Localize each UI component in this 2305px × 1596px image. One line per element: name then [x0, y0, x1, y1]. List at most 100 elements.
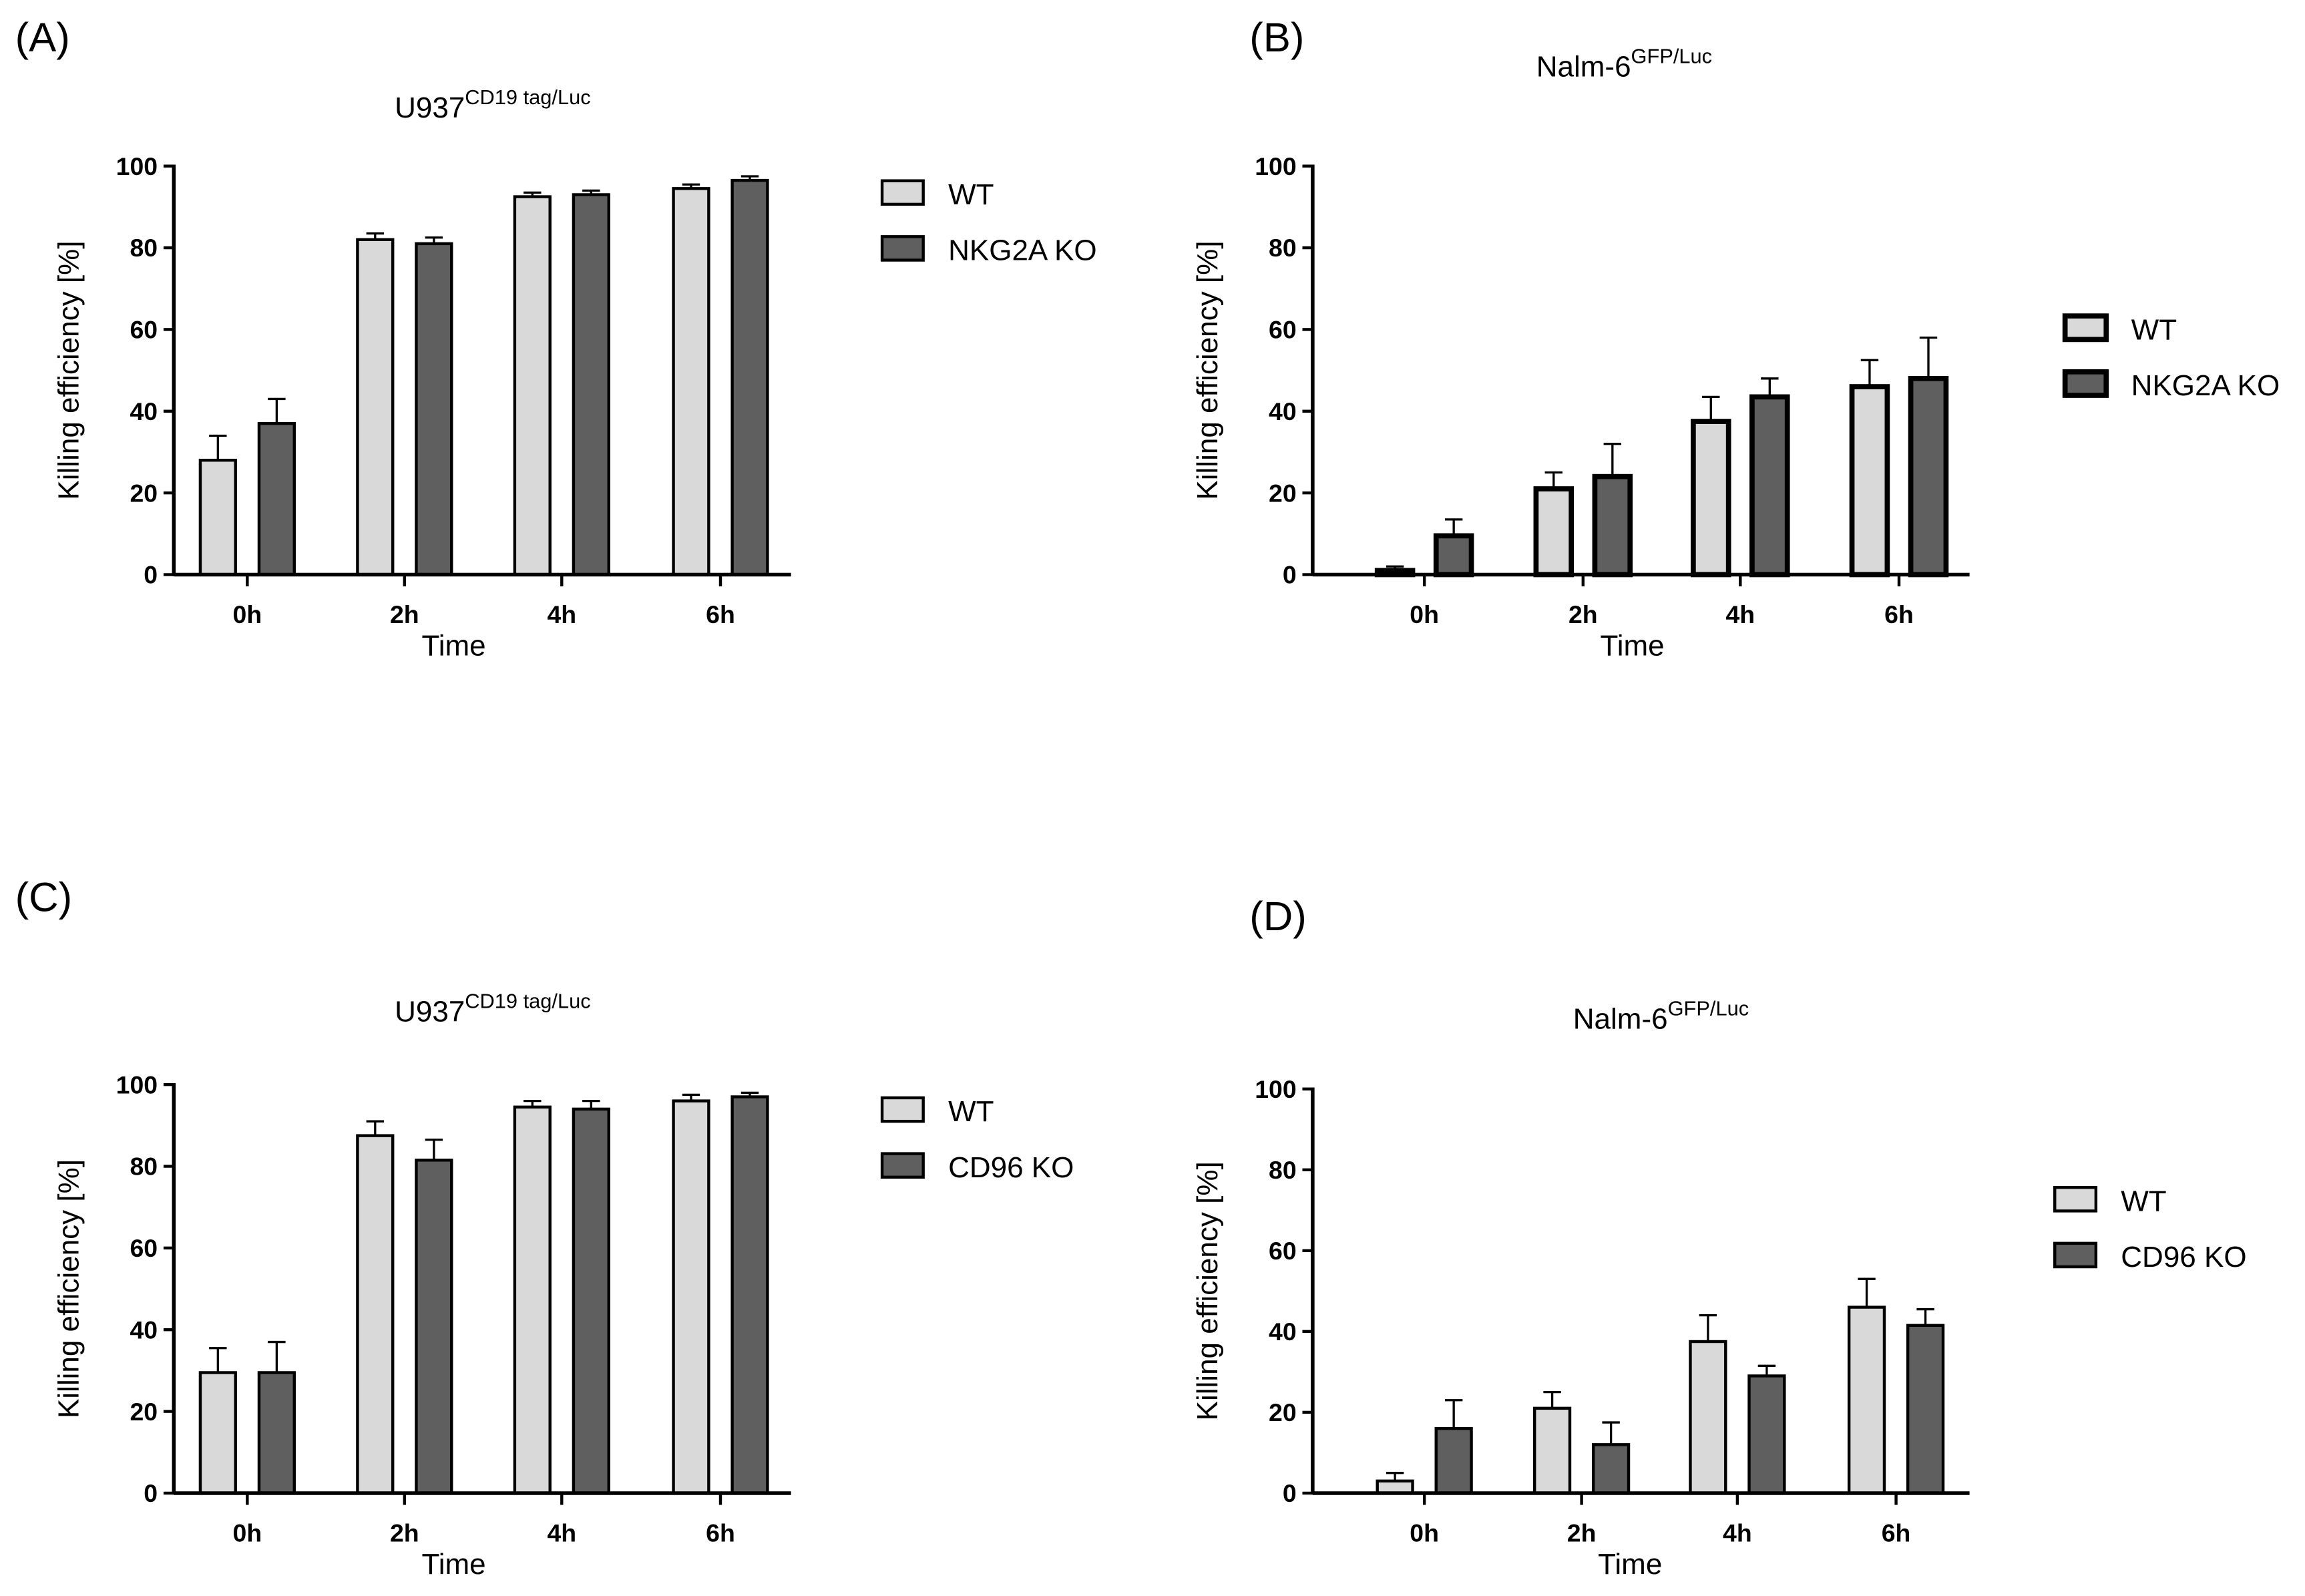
bar-wt-0h [198, 1371, 237, 1495]
legend-label: WT [2121, 1185, 2166, 1217]
bar-cd96-ko-4h [1747, 1374, 1786, 1495]
legend-label: WT [948, 1095, 994, 1128]
bar-wt-4h [513, 1105, 552, 1495]
legend-swatch [2053, 1185, 2098, 1213]
y-tick-label: 100 [1255, 152, 1296, 180]
y-tick-label: 100 [1255, 1075, 1296, 1103]
y-axis-label: Killing efficiency [%] [52, 1159, 85, 1418]
y-tick-label: 40 [130, 397, 158, 425]
x-tick-label: 2h [1568, 600, 1598, 628]
panel-label: (D) [1249, 893, 1307, 940]
legend-swatch [2053, 1241, 2098, 1269]
legend-swatch [880, 1096, 925, 1123]
bar-cd96-ko-4h [572, 1107, 610, 1495]
y-tick-label: 0 [1283, 1479, 1297, 1507]
chart-title-main: U937 [395, 91, 465, 124]
y-tick-label: 80 [1269, 234, 1297, 262]
x-tick-label: 4h [547, 600, 576, 628]
chart-title-main: U937 [395, 996, 465, 1028]
legend-label: CD96 KO [2121, 1241, 2246, 1273]
panel-label: (A) [15, 15, 70, 61]
legend-swatch [2062, 369, 2109, 398]
legend-label: WT [2131, 313, 2177, 346]
bar-wt-6h [1847, 1306, 1886, 1495]
x-tick-label: 4h [547, 1519, 576, 1547]
bar-nkg2a-ko-4h [1749, 394, 1790, 578]
x-tick-label: 6h [706, 1519, 735, 1547]
bar-nkg2a-ko-0h [1433, 533, 1474, 578]
legend-swatch [880, 1152, 925, 1179]
x-tick-label: 4h [1723, 1519, 1752, 1547]
x-tick-label: 6h [706, 600, 735, 628]
legend-label: WT [948, 178, 994, 211]
y-tick-label: 80 [130, 234, 158, 262]
y-tick-label: 0 [1283, 561, 1297, 589]
y-tick-label: 60 [130, 316, 158, 344]
x-axis-label: Time [1600, 630, 1664, 662]
bar-cd96-ko-6h [1906, 1324, 1945, 1495]
bar-wt-4h [513, 195, 552, 576]
y-axis-label: Killing efficiency [%] [1191, 1161, 1224, 1420]
bar-cd96-ko-0h [257, 1371, 296, 1495]
chart-panel-c: (C) U937CD19 tag/Luc 0 20 40 60 80 100 0h 2h 4h 6h T… [15, 874, 1074, 1581]
bar-cd96-ko-6h [730, 1095, 769, 1495]
chart-panel-d: (D) Nalm-6GFP/Luc 0 20 40 60 80 100 0h 2h 4h 6h Time… [1191, 893, 2247, 1581]
chart-title-main: Nalm-6 [1536, 50, 1631, 83]
y-tick-label: 60 [1269, 1237, 1297, 1265]
bar-nkg2a-ko-0h [257, 421, 296, 576]
bar-nkg2a-ko-6h [730, 178, 769, 576]
x-axis-label: Time [421, 1548, 485, 1581]
panel-label: (C) [15, 874, 73, 920]
y-axis-label: Killing efficiency [%] [1191, 241, 1224, 500]
x-tick-label: 6h [1882, 1519, 1911, 1547]
bar-wt-4h [1689, 1340, 1727, 1495]
bar-cd96-ko-2h [415, 1159, 453, 1495]
y-tick-label: 20 [1269, 1398, 1297, 1426]
x-tick-label: 2h [390, 600, 419, 628]
bar-wt-2h [356, 238, 395, 576]
bar-cd96-ko-2h [1592, 1443, 1631, 1495]
legend-swatch [880, 235, 925, 262]
chart-title-superscript: CD19 tag/Luc [465, 85, 590, 109]
bar-wt-2h [1533, 486, 1575, 578]
legend-swatch [880, 179, 925, 206]
y-tick-label: 20 [130, 479, 158, 507]
x-tick-label: 4h [1725, 600, 1755, 628]
bar-wt-4h [1691, 419, 1731, 578]
y-tick-label: 60 [1269, 316, 1297, 344]
bar-wt-2h [1532, 1406, 1572, 1495]
bar-nkg2a-ko-2h [415, 242, 453, 576]
chart-title: U937CD19 tag/Luc [395, 990, 591, 1028]
y-tick-label: 0 [144, 1479, 158, 1507]
x-tick-label: 0h [1410, 1519, 1439, 1547]
bar-nkg2a-ko-2h [1592, 473, 1633, 578]
chart-title-main: Nalm-6 [1573, 1003, 1668, 1036]
y-tick-label: 0 [144, 561, 158, 589]
chart-title: Nalm-6GFP/Luc [1536, 45, 1712, 83]
y-tick-label: 40 [1269, 397, 1297, 425]
chart-title: Nalm-6GFP/Luc [1573, 997, 1749, 1036]
chart-title-superscript: GFP/Luc [1668, 997, 1749, 1020]
y-tick-label: 80 [1269, 1156, 1297, 1184]
x-tick-label: 0h [233, 1519, 262, 1547]
bar-wt-0h [198, 458, 237, 576]
y-axis-label: Killing efficiency [%] [52, 241, 85, 500]
y-tick-label: 40 [130, 1316, 158, 1344]
x-tick-label: 0h [233, 600, 262, 628]
x-tick-label: 6h [1884, 600, 1914, 628]
x-axis-label: Time [1598, 1548, 1662, 1581]
bar-nkg2a-ko-6h [1908, 375, 1949, 578]
legend-label: NKG2A KO [2131, 369, 2280, 402]
y-tick-label: 20 [1269, 479, 1297, 507]
bar-wt-6h [672, 1099, 710, 1495]
legend-label: NKG2A KO [948, 234, 1097, 267]
bar-wt-6h [1849, 384, 1890, 578]
bar-wt-6h [672, 187, 710, 576]
y-tick-label: 80 [130, 1153, 158, 1181]
chart-title: U937CD19 tag/Luc [395, 85, 591, 124]
panel-label: (B) [1249, 15, 1304, 61]
legend-label: CD96 KO [948, 1151, 1074, 1184]
x-axis-label: Time [421, 630, 485, 662]
x-tick-label: 0h [1410, 600, 1439, 628]
